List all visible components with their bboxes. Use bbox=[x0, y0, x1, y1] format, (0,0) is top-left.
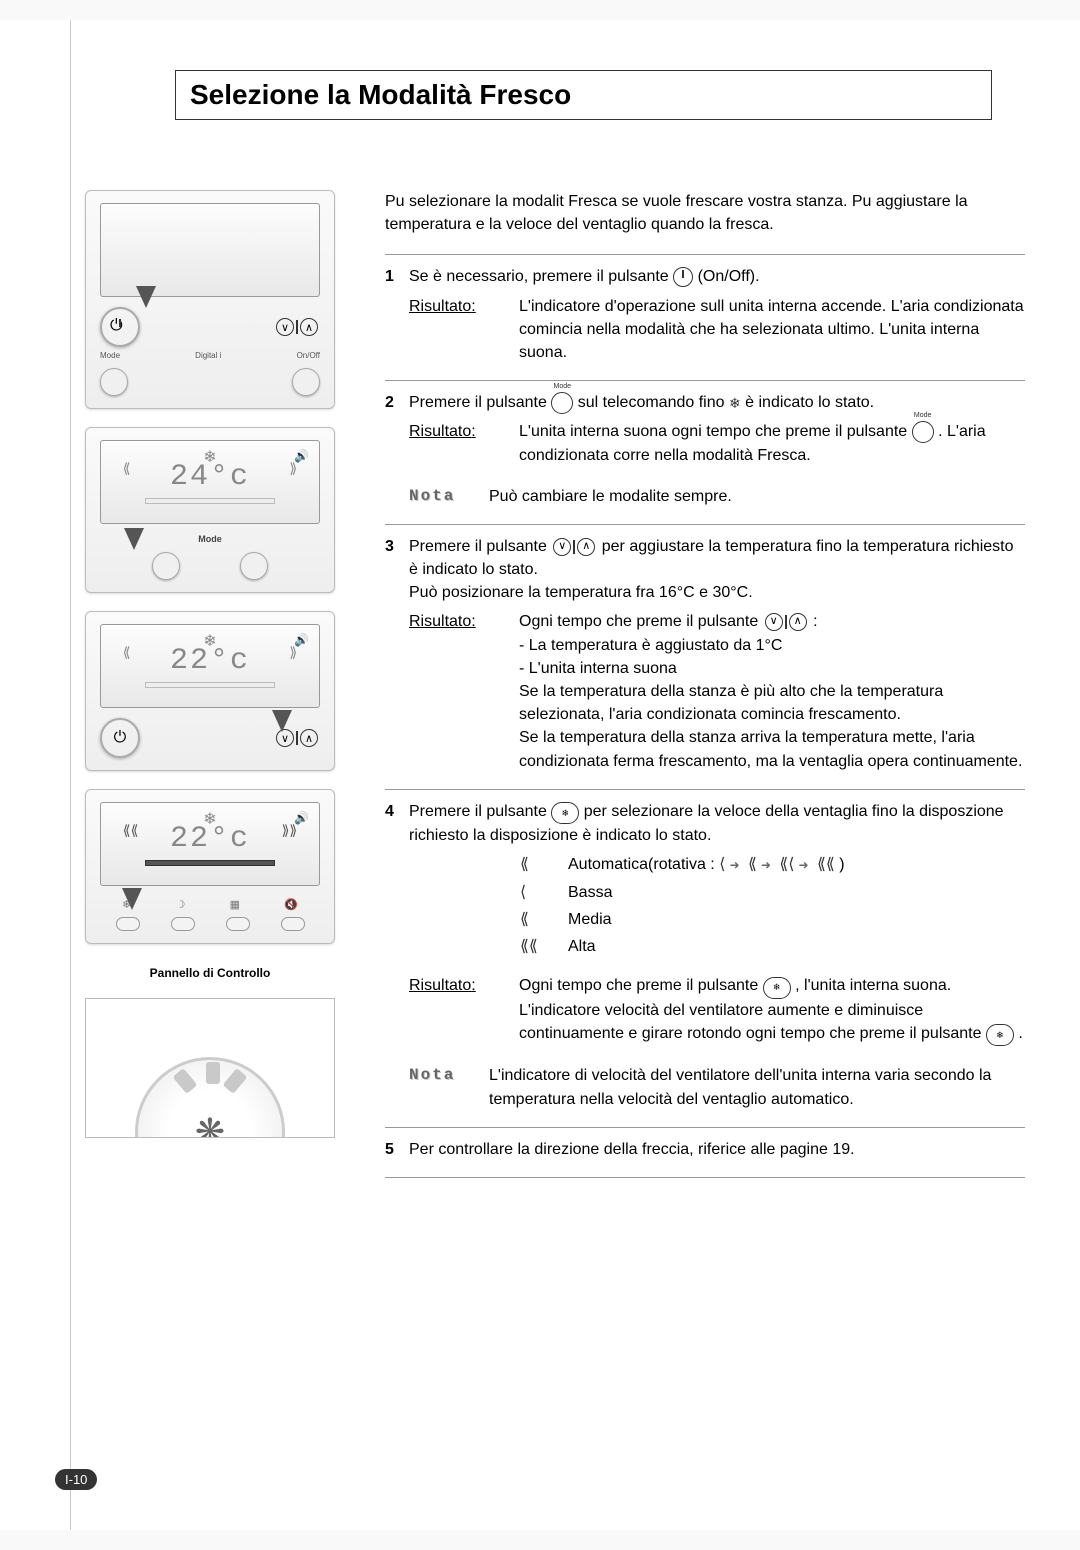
result-text: Ogni tempo che preme il pulsante ∨∧ : - … bbox=[519, 610, 1025, 772]
bar-icon bbox=[145, 860, 276, 866]
nota-text: L'indicatore di velocità del ventilatore… bbox=[489, 1064, 1025, 1110]
title-box: Selezione la Modalità Fresco bbox=[175, 70, 992, 120]
button-graphic bbox=[240, 552, 268, 580]
speed-low-icon: ⟨ bbox=[520, 881, 556, 904]
mode-label: Mode bbox=[100, 351, 120, 360]
fan-auto-label: Automatica(rotativa : ⟨➜ ⟪➜ ⟪⟨➜ ⟪⟪ ) bbox=[568, 853, 845, 876]
manual-page: Selezione la Modalità Fresco ⏻ ∨∧ Mode D… bbox=[0, 20, 1080, 1530]
control-dial-panel bbox=[85, 998, 335, 1138]
step-number: 3 bbox=[385, 535, 409, 605]
step-number: 4 bbox=[385, 800, 409, 848]
fan-button-icon bbox=[986, 1024, 1014, 1046]
power-icon bbox=[673, 267, 693, 287]
result-label: Risultato: bbox=[409, 610, 519, 772]
step-text: Per controllare la direzione della frecc… bbox=[409, 1138, 1025, 1161]
quiet-icon: 🔇 bbox=[284, 898, 298, 911]
lcd-22b: ❄ 🔊 ⟪⟪22°c⟫⟫ bbox=[100, 802, 320, 886]
panel-caption: Pannello di Controllo bbox=[85, 966, 335, 980]
oval-button-graphic bbox=[281, 917, 305, 931]
lcd-24: ❄ 🔊 ⟪24°c⟫ bbox=[100, 440, 320, 524]
remote-panel-3: ❄ 🔊 ⟪22°c⟫ ⏻ ∨∧ bbox=[85, 611, 335, 771]
step-text: Se è necessario, premere il pulsante (On… bbox=[409, 265, 1025, 288]
result-label: Risultato: bbox=[409, 295, 519, 365]
result-label: Risultato: bbox=[409, 420, 519, 466]
step-2: 2 Premere il pulsante sul telecomando fi… bbox=[385, 380, 1025, 524]
instructions-column: Pu selezionare la modalit Fresca se vuol… bbox=[385, 190, 1025, 1178]
sleep-icon: ☽ bbox=[176, 898, 186, 911]
step-1: 1 Se è necessario, premere il pulsante (… bbox=[385, 254, 1025, 380]
nota-label: Nota bbox=[409, 1064, 489, 1110]
mode-button-icon bbox=[912, 421, 934, 443]
bar-icon bbox=[145, 498, 276, 504]
temp-adjust-icon: ∨∧ bbox=[551, 537, 597, 557]
timer-icon: ▦ bbox=[230, 898, 240, 911]
power-icon: ⏻ bbox=[110, 317, 130, 337]
snowflake-icon: ❄ bbox=[203, 447, 216, 467]
step-4: 4 Premere il pulsante per selezionare la… bbox=[385, 789, 1025, 1127]
onoff-label: On/Off bbox=[297, 351, 320, 360]
power-button-graphic: ⏻ bbox=[100, 718, 140, 758]
step-number: 2 bbox=[385, 391, 409, 414]
page-number: I-10 bbox=[55, 1469, 97, 1490]
fan-low-label: Bassa bbox=[568, 881, 612, 904]
nota-label: Nota bbox=[409, 485, 489, 508]
fan-button-icon bbox=[551, 802, 579, 824]
mode-button-icon bbox=[551, 392, 573, 414]
result-text: Ogni tempo che preme il pulsante , l'uni… bbox=[519, 974, 1025, 1046]
remote-illustrations: ⏻ ∨∧ Mode Digital i On/Off ❄ 🔊 bbox=[85, 190, 335, 1138]
pointer-arrow-icon bbox=[124, 528, 144, 550]
fan-med-label: Media bbox=[568, 908, 612, 931]
power-button-graphic: ⏻ bbox=[100, 307, 140, 347]
step-5: 5 Per controllare la direzione della fre… bbox=[385, 1127, 1025, 1178]
oval-button-graphic bbox=[171, 917, 195, 931]
speed-med-icon: ⟪ bbox=[520, 908, 556, 931]
fan-speed-list: ⟪ Automatica(rotativa : ⟨➜ ⟪➜ ⟪⟨➜ ⟪⟪ ) ⟨… bbox=[385, 853, 1025, 958]
snowflake-icon bbox=[729, 393, 741, 413]
margin-rule bbox=[70, 20, 71, 1530]
fan-button-icon bbox=[763, 977, 791, 999]
mode-button-graphic bbox=[100, 368, 128, 396]
step-number: 1 bbox=[385, 265, 409, 288]
digital-label: Digital i bbox=[195, 351, 221, 360]
speed-high-icon: ⟪⟪ bbox=[520, 935, 556, 958]
pointer-arrow-icon bbox=[136, 286, 156, 308]
step-text: Premere il pulsante per selezionare la v… bbox=[409, 800, 1025, 848]
sound-icon: 🔊 bbox=[294, 633, 309, 647]
mode-button-graphic bbox=[152, 552, 180, 580]
step-number: 5 bbox=[385, 1138, 409, 1161]
remote-panel-4: ❄ 🔊 ⟪⟪22°c⟫⟫ ❄ ☽ ▦ 🔇 bbox=[85, 789, 335, 944]
oval-button-graphic bbox=[226, 917, 250, 931]
remote-panel-2: ❄ 🔊 ⟪24°c⟫ Mode bbox=[85, 427, 335, 593]
snowflake-icon: ❄ bbox=[203, 809, 216, 829]
nota-text: Può cambiare le modalite sempre. bbox=[489, 485, 1025, 508]
digital-button-graphic bbox=[292, 368, 320, 396]
bar-icon bbox=[145, 682, 276, 688]
page-title: Selezione la Modalità Fresco bbox=[190, 79, 571, 111]
step-3: 3 Premere il pulsante ∨∧ per aggiustare … bbox=[385, 524, 1025, 789]
result-text: L'unita interna suona ogni tempo che pre… bbox=[519, 420, 1025, 466]
oval-button-graphic bbox=[116, 917, 140, 931]
step-text: Premere il pulsante ∨∧ per aggiustare la… bbox=[409, 535, 1025, 605]
result-text: L'indicatore d'operazione sull unita int… bbox=[519, 295, 1025, 365]
remote-panel-1: ⏻ ∨∧ Mode Digital i On/Off bbox=[85, 190, 335, 409]
speed-auto-icon: ⟪ bbox=[520, 853, 556, 876]
pointer-arrow-icon bbox=[122, 888, 142, 910]
sound-icon: 🔊 bbox=[294, 449, 309, 463]
lcd-22a: ❄ 🔊 ⟪22°c⟫ bbox=[100, 624, 320, 708]
temp-pill-icon: ∨∧ bbox=[274, 317, 320, 337]
intro-text: Pu selezionare la modalit Fresca se vuol… bbox=[385, 190, 1025, 236]
snowflake-icon: ❄ bbox=[203, 631, 216, 651]
pointer-arrow-icon bbox=[272, 710, 292, 732]
step-text: Premere il pulsante sul telecomando fino… bbox=[409, 391, 1025, 414]
temp-adjust-icon: ∨∧ bbox=[763, 612, 809, 632]
fan-dial-icon bbox=[135, 1057, 285, 1138]
result-label: Risultato: bbox=[409, 974, 519, 1046]
sound-icon: 🔊 bbox=[294, 811, 309, 825]
fan-high-label: Alta bbox=[568, 935, 596, 958]
lcd-blank bbox=[100, 203, 320, 297]
